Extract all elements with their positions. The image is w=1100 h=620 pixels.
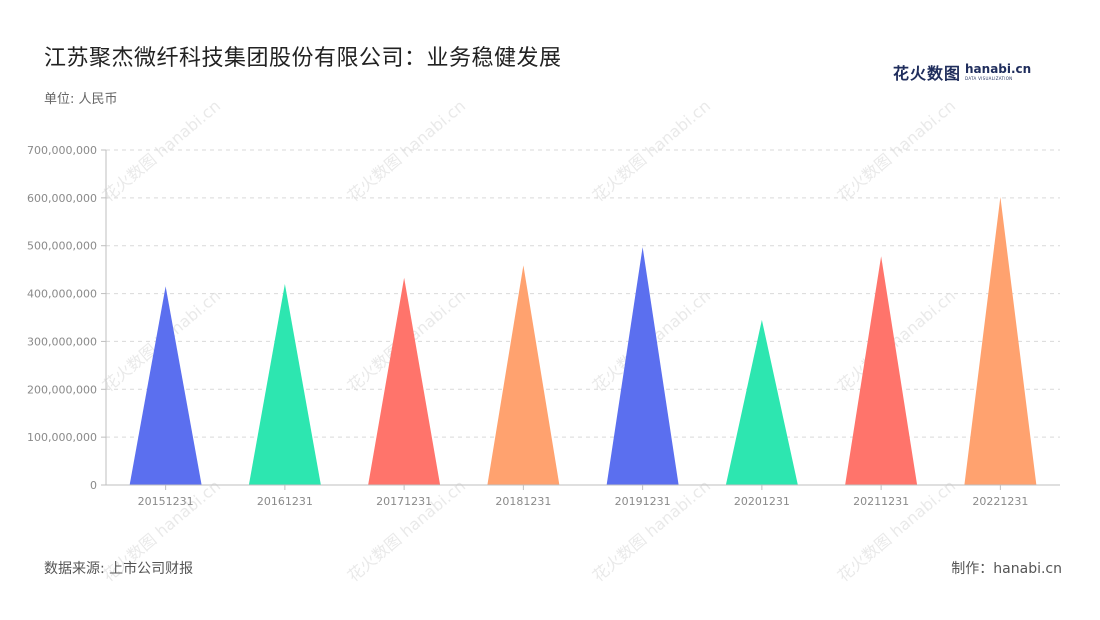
x-tick-label: 20201231 — [734, 495, 790, 508]
bar-20191231 — [606, 247, 679, 485]
y-tick-label: 100,000,000 — [27, 431, 97, 444]
y-tick-label: 600,000,000 — [27, 192, 97, 205]
x-tick-label: 20181231 — [495, 495, 551, 508]
maker-label: 制作：hanabi.cn — [951, 561, 1062, 577]
logo-english-text: hanabi.cn — [965, 62, 1032, 76]
watermark-text: 花火数图 hanabi.cn — [344, 476, 469, 585]
y-tick-label: 400,000,000 — [27, 288, 97, 301]
x-tick-label: 20151231 — [138, 495, 194, 508]
x-tick-label: 20171231 — [376, 495, 432, 508]
x-tick-label: 20191231 — [615, 495, 671, 508]
grid-lines — [106, 149, 1060, 438]
watermark-text: 花火数图 hanabi.cn — [99, 96, 224, 205]
bars-layer — [129, 196, 1037, 485]
watermark-text: 花火数图 hanabi.cn — [589, 96, 714, 205]
chart-title: 江苏聚杰微纤科技集团股份有限公司：业务稳健发展 — [44, 46, 562, 71]
bar-20201231 — [725, 319, 798, 485]
y-tick-label: 700,000,000 — [27, 144, 97, 157]
x-axis: 20151231 20161231 20171231 20181231 20191231… — [106, 484, 1060, 508]
logo-chinese-text: 花火数图 — [893, 64, 962, 83]
bar-20151231 — [129, 286, 202, 485]
y-tick-label: 300,000,000 — [27, 335, 97, 348]
watermark-text: 花火数图 hanabi.cn — [589, 476, 714, 585]
x-tick-label: 20221231 — [972, 495, 1028, 508]
y-tick-label: 0 — [90, 479, 97, 492]
watermark-text: 花火数图 hanabi.cn — [834, 476, 959, 585]
unit-label: 单位: 人民币 — [44, 92, 118, 107]
logo-english-block: hanabi.cn DATA VISUALIZATION — [965, 63, 1031, 81]
y-tick-label: 200,000,000 — [27, 383, 97, 396]
bar-20181231 — [487, 265, 560, 485]
x-tick-label: 20161231 — [257, 495, 313, 508]
bar-20211231 — [845, 256, 918, 485]
logo-subtitle: DATA VISUALIZATION — [965, 76, 1013, 81]
y-tick-label: 500,000,000 — [27, 240, 97, 253]
bar-20161231 — [248, 284, 321, 485]
watermark-text: 花火数图 hanabi.cn — [834, 96, 959, 205]
y-axis: 0 100,000,000 200,000,000 300,000,000 400,00… — [27, 144, 107, 492]
bar-20171231 — [368, 277, 441, 485]
data-source-label: 数据来源: 上市公司财报 — [44, 561, 194, 577]
x-tick-label: 20211231 — [853, 495, 909, 508]
watermark-text: 花火数图 hanabi.cn — [344, 96, 469, 205]
bar-20221231 — [964, 196, 1037, 485]
brand-logo: 花火数图 hanabi.cn DATA VISUALIZATION — [893, 60, 1031, 84]
